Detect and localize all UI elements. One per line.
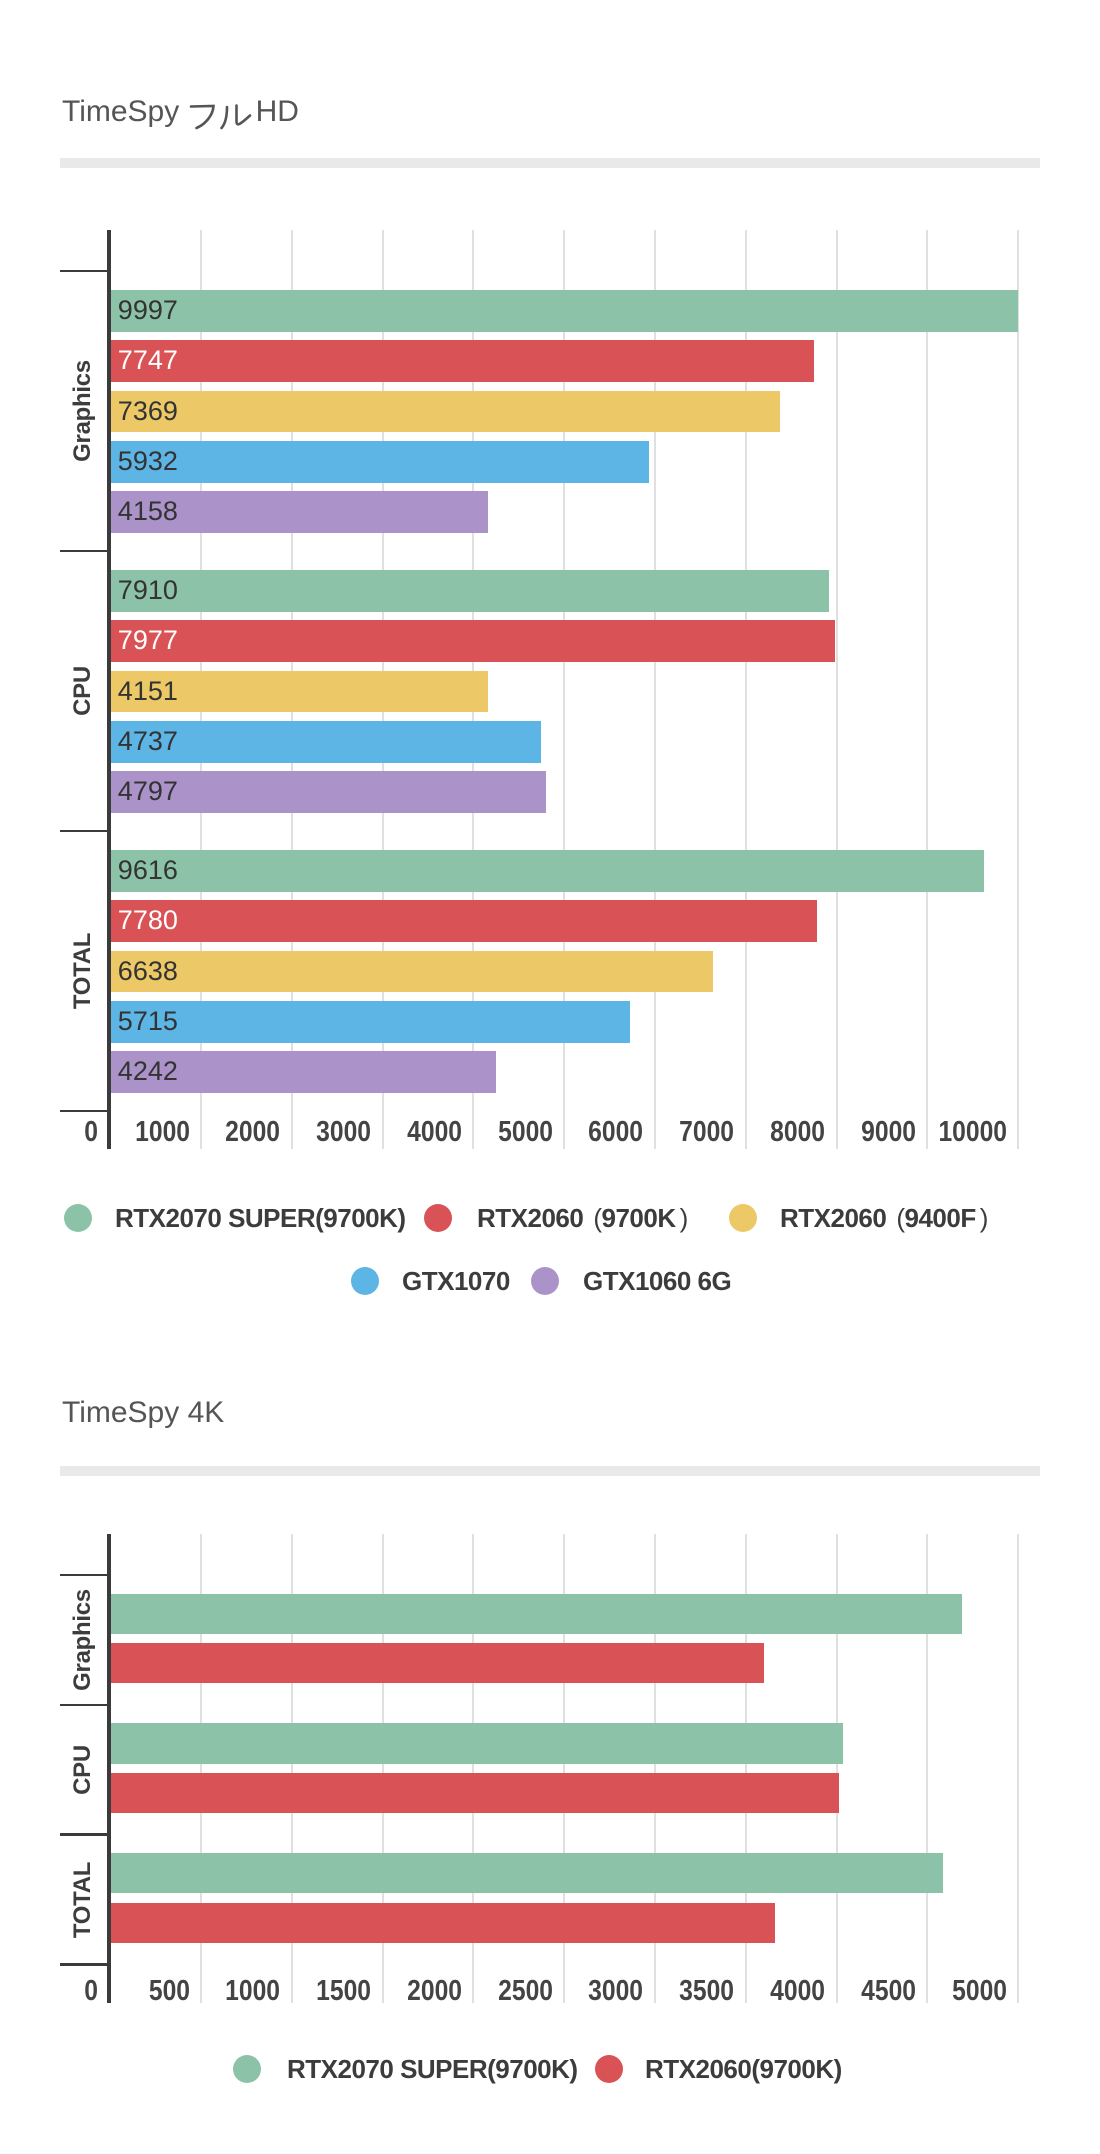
svg-text:TOTAL: TOTAL (69, 933, 96, 1009)
svg-text:CPU: CPU (69, 1745, 96, 1795)
svg-text:Graphics: Graphics (69, 1589, 96, 1691)
svg-text:Graphics: Graphics (69, 360, 96, 462)
svg-text:TOTAL: TOTAL (69, 1861, 96, 1937)
svg-text:CPU: CPU (69, 666, 96, 716)
